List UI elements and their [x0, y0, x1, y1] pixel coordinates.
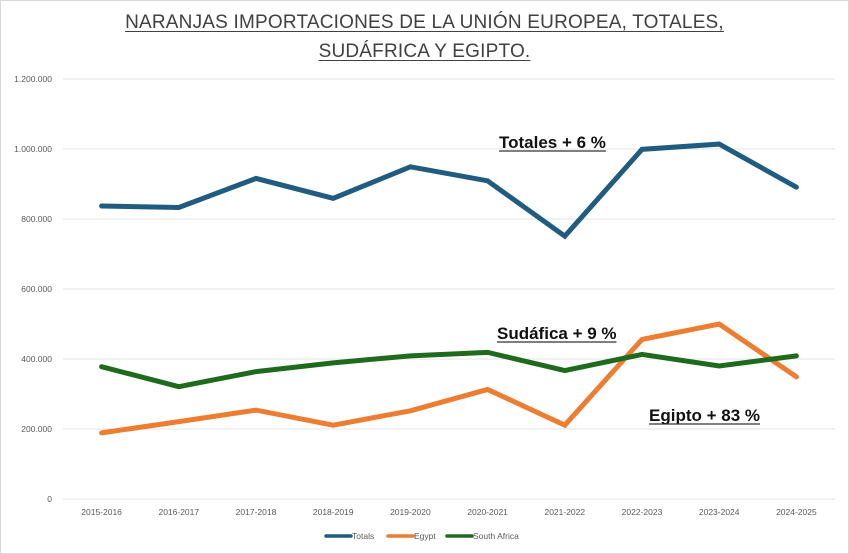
legend-label: South Africa — [473, 531, 519, 541]
x-tick-label: 2015-2016 — [81, 507, 122, 517]
annotation-totals: Totales + 6 % — [499, 133, 606, 152]
legend-label: Egypt — [414, 531, 436, 541]
y-tick-label: 1.000.000 — [14, 144, 52, 154]
y-tick-label: 800.000 — [21, 214, 52, 224]
x-axis: 2015-2016 2016-2017 2017-2018 2018-2019 2019… — [81, 507, 817, 517]
annotation-south-africa: Sudáfica + 9 % — [497, 324, 617, 343]
x-tick-label: 2023-2024 — [699, 507, 740, 517]
x-tick-label: 2021-2022 — [544, 507, 585, 517]
annotations: Totales + 6 % Sudáfica + 9 % Egipto + 83 % — [497, 133, 760, 425]
series-lines — [99, 141, 799, 436]
chart-title-line-1: NARANJAS IMPORTACIONES DE LA UNIÓN EUROP… — [125, 12, 724, 33]
x-tick-label: 2022-2023 — [622, 507, 663, 517]
series-line-egypt — [99, 321, 799, 436]
x-tick-label: 2016-2017 — [158, 507, 199, 517]
legend-label: Totals — [352, 531, 374, 541]
x-tick-label: 2024-2025 — [776, 507, 817, 517]
x-tick-label: 2019-2020 — [390, 507, 431, 517]
chart-title-line-2: SUDÁFRICA Y EGIPTO. — [318, 41, 531, 62]
x-tick-label: 2017-2018 — [236, 507, 277, 517]
y-tick-label: 1.200.000 — [14, 74, 52, 84]
gridlines — [63, 78, 835, 500]
legend: Totals Egypt South Africa — [324, 531, 519, 541]
y-axis: 0 200.000 400.000 600.000 800.000 1.000.000 1.… — [14, 74, 52, 504]
series-line-totals — [99, 141, 799, 240]
y-tick-label: 600.000 — [21, 284, 52, 294]
y-tick-label: 400.000 — [21, 354, 52, 364]
x-tick-label: 2018-2019 — [313, 507, 354, 517]
y-tick-label: 200.000 — [21, 424, 52, 434]
series-line-south-africa — [99, 349, 799, 390]
annotation-egypt: Egipto + 83 % — [649, 406, 760, 425]
y-tick-label: 0 — [47, 494, 52, 504]
x-tick-label: 2020-2021 — [467, 507, 508, 517]
